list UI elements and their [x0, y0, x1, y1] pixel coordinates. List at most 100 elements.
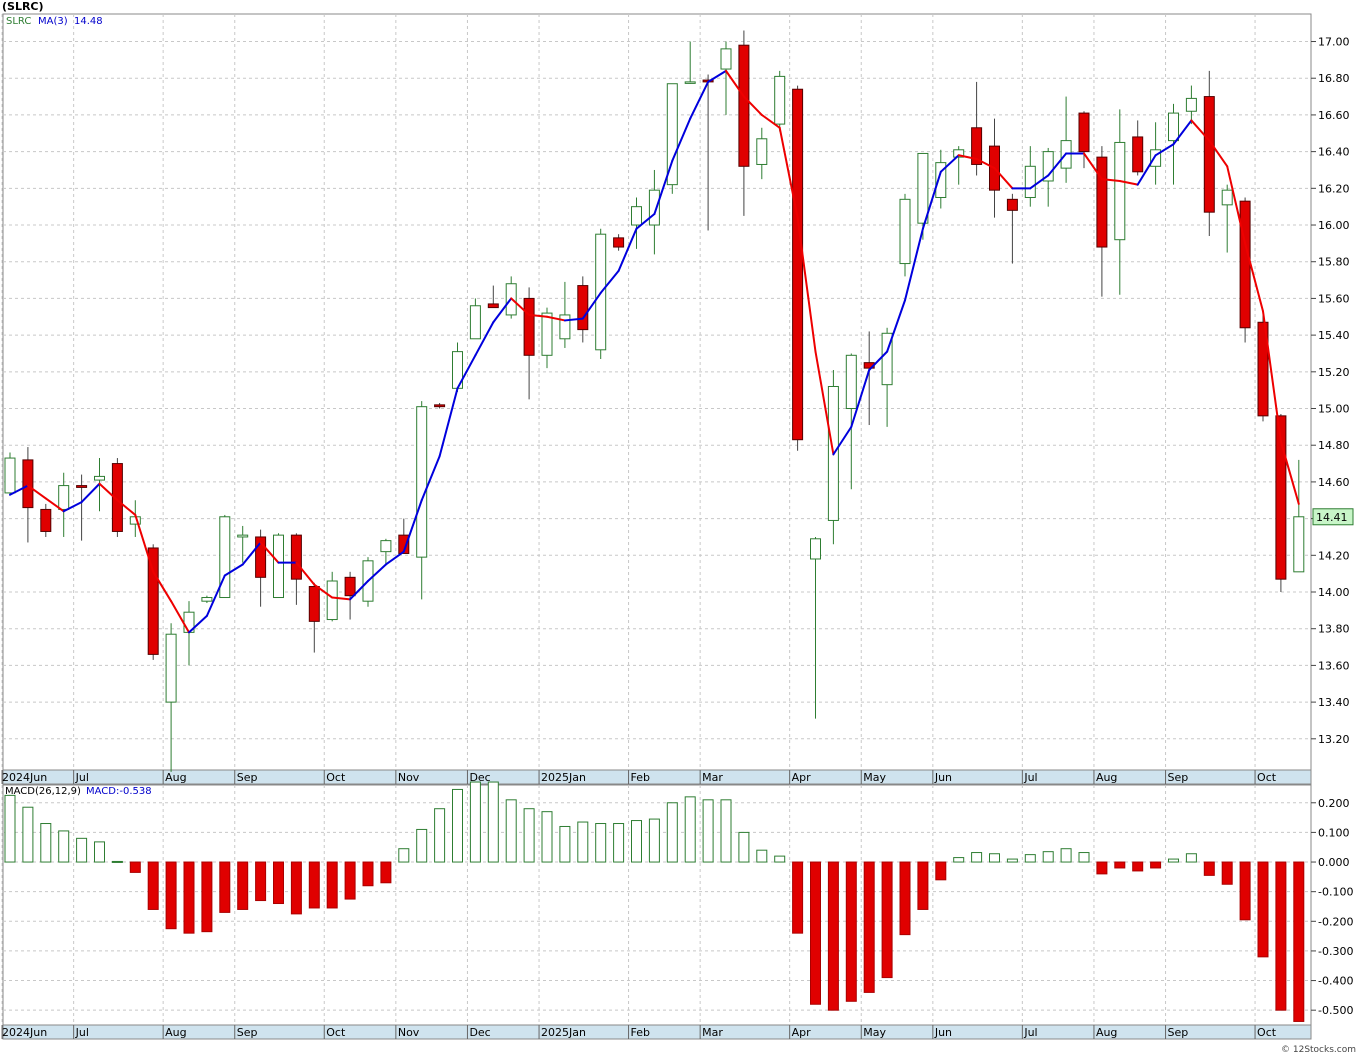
candle-body	[1239, 200, 1251, 329]
ma-line-segment	[957, 154, 978, 160]
ma-line-segment	[796, 216, 817, 353]
macd-bar	[398, 848, 410, 863]
ma-line-segment	[1136, 154, 1157, 186]
ma-line-segment	[581, 291, 602, 320]
candle-body	[398, 534, 410, 554]
macd-bar	[219, 861, 231, 913]
ma-line-segment	[313, 583, 334, 599]
ma-line-segment	[1100, 178, 1121, 182]
candle-body	[631, 206, 642, 226]
ma-line-segment	[921, 170, 942, 230]
ma-line-segment	[814, 350, 835, 456]
ma-line-segment	[653, 159, 674, 216]
date-label: Aug	[1096, 1026, 1117, 1039]
date-label: Jul	[75, 771, 89, 784]
candle-body	[1168, 112, 1179, 142]
macd-bar	[58, 830, 70, 863]
macd-value: MACD:-0.538	[86, 786, 152, 797]
candle-body	[469, 305, 481, 340]
date-label: Dec	[469, 1026, 490, 1039]
candle-body	[738, 44, 750, 167]
macd-bar	[989, 853, 1000, 863]
candle-body	[416, 406, 428, 558]
candle-body	[845, 354, 857, 410]
ma-line-segment	[402, 499, 423, 553]
price-tick-label: 16.60	[1318, 109, 1350, 122]
candle-body	[1114, 141, 1126, 241]
macd-bar	[1275, 861, 1287, 1011]
candle-body	[4, 457, 16, 494]
price-tick-label: 16.40	[1318, 146, 1350, 159]
price-tick-label: 14.60	[1318, 476, 1350, 489]
macd-bar	[559, 825, 571, 863]
date-label: Jul	[1023, 771, 1037, 784]
macd-bar	[416, 828, 428, 863]
ma-line-segment	[671, 117, 692, 162]
candle-body	[380, 540, 392, 553]
macd-bar	[147, 861, 159, 910]
macd-bar	[165, 861, 177, 930]
ma-line-segment	[26, 484, 47, 500]
ma-line-segment	[241, 541, 262, 566]
ma-line-segment	[760, 113, 781, 129]
candle-body	[326, 580, 338, 621]
date-label: Mar	[702, 1026, 723, 1039]
candle-body	[1024, 165, 1036, 198]
macd-tick-label: 0.100	[1318, 826, 1350, 839]
ma-line-segment	[1047, 152, 1068, 177]
macd-tick-label: -0.100	[1318, 886, 1353, 899]
price-tick-label: 15.60	[1318, 292, 1350, 305]
ma-label: MA(3)	[38, 16, 68, 27]
candle-body	[1203, 96, 1215, 213]
ma-line-segment	[134, 513, 155, 573]
last-price-badge	[1312, 508, 1354, 526]
macd-bar	[505, 799, 517, 863]
ma-line-segment	[349, 580, 369, 601]
macd-bar	[111, 860, 123, 863]
candle-body	[201, 597, 213, 602]
macd-bar	[631, 820, 642, 863]
candle-body	[1257, 321, 1269, 417]
ma-line-segment	[205, 574, 226, 617]
macd-bar	[1293, 861, 1305, 1022]
ma-line-segment	[438, 387, 459, 458]
candle-body	[76, 485, 88, 488]
macd-bar	[469, 781, 481, 863]
macd-bar	[487, 781, 499, 863]
price-tick-label: 13.40	[1318, 696, 1350, 709]
price-tick-label: 13.60	[1318, 659, 1350, 672]
date-label: Jun	[934, 771, 952, 784]
date-label: 2025Jan	[541, 1026, 586, 1039]
ma-line-segment	[1154, 143, 1175, 157]
macd-bar	[738, 831, 750, 863]
candle-body	[666, 83, 678, 186]
macd-bar	[255, 861, 267, 902]
candle-body	[219, 516, 231, 599]
date-label: Sep	[1168, 1026, 1189, 1039]
candle-body	[613, 237, 625, 248]
date-label: Oct	[1257, 771, 1277, 784]
macd-panel: -0.500 -0.400 -0.300 -0.200 -0.100 0.000 0.100…	[1, 781, 1353, 1040]
macd-bar	[917, 861, 929, 910]
macd-bar	[362, 861, 374, 887]
ma-line-segment	[528, 313, 548, 318]
ma-line-segment	[44, 497, 65, 513]
ma-line-segment	[832, 425, 853, 456]
macd-tick-label: -0.400	[1318, 975, 1353, 988]
macd-bar	[308, 861, 320, 909]
ma-line-segment	[939, 154, 960, 173]
candle-body	[40, 508, 52, 532]
ma-value: 14.48	[74, 16, 103, 27]
ma-line-segment	[742, 95, 763, 116]
macd-bar	[720, 799, 732, 863]
macd-bar	[971, 852, 983, 863]
price-tick-label: 16.80	[1318, 72, 1350, 85]
ma-line-segment	[116, 499, 137, 516]
candle-body	[434, 404, 446, 408]
candle-body	[273, 534, 284, 599]
ma-line-segment	[546, 315, 566, 322]
macd-bar	[756, 849, 768, 863]
date-label: Nov	[398, 771, 420, 784]
candle-body	[792, 88, 804, 441]
